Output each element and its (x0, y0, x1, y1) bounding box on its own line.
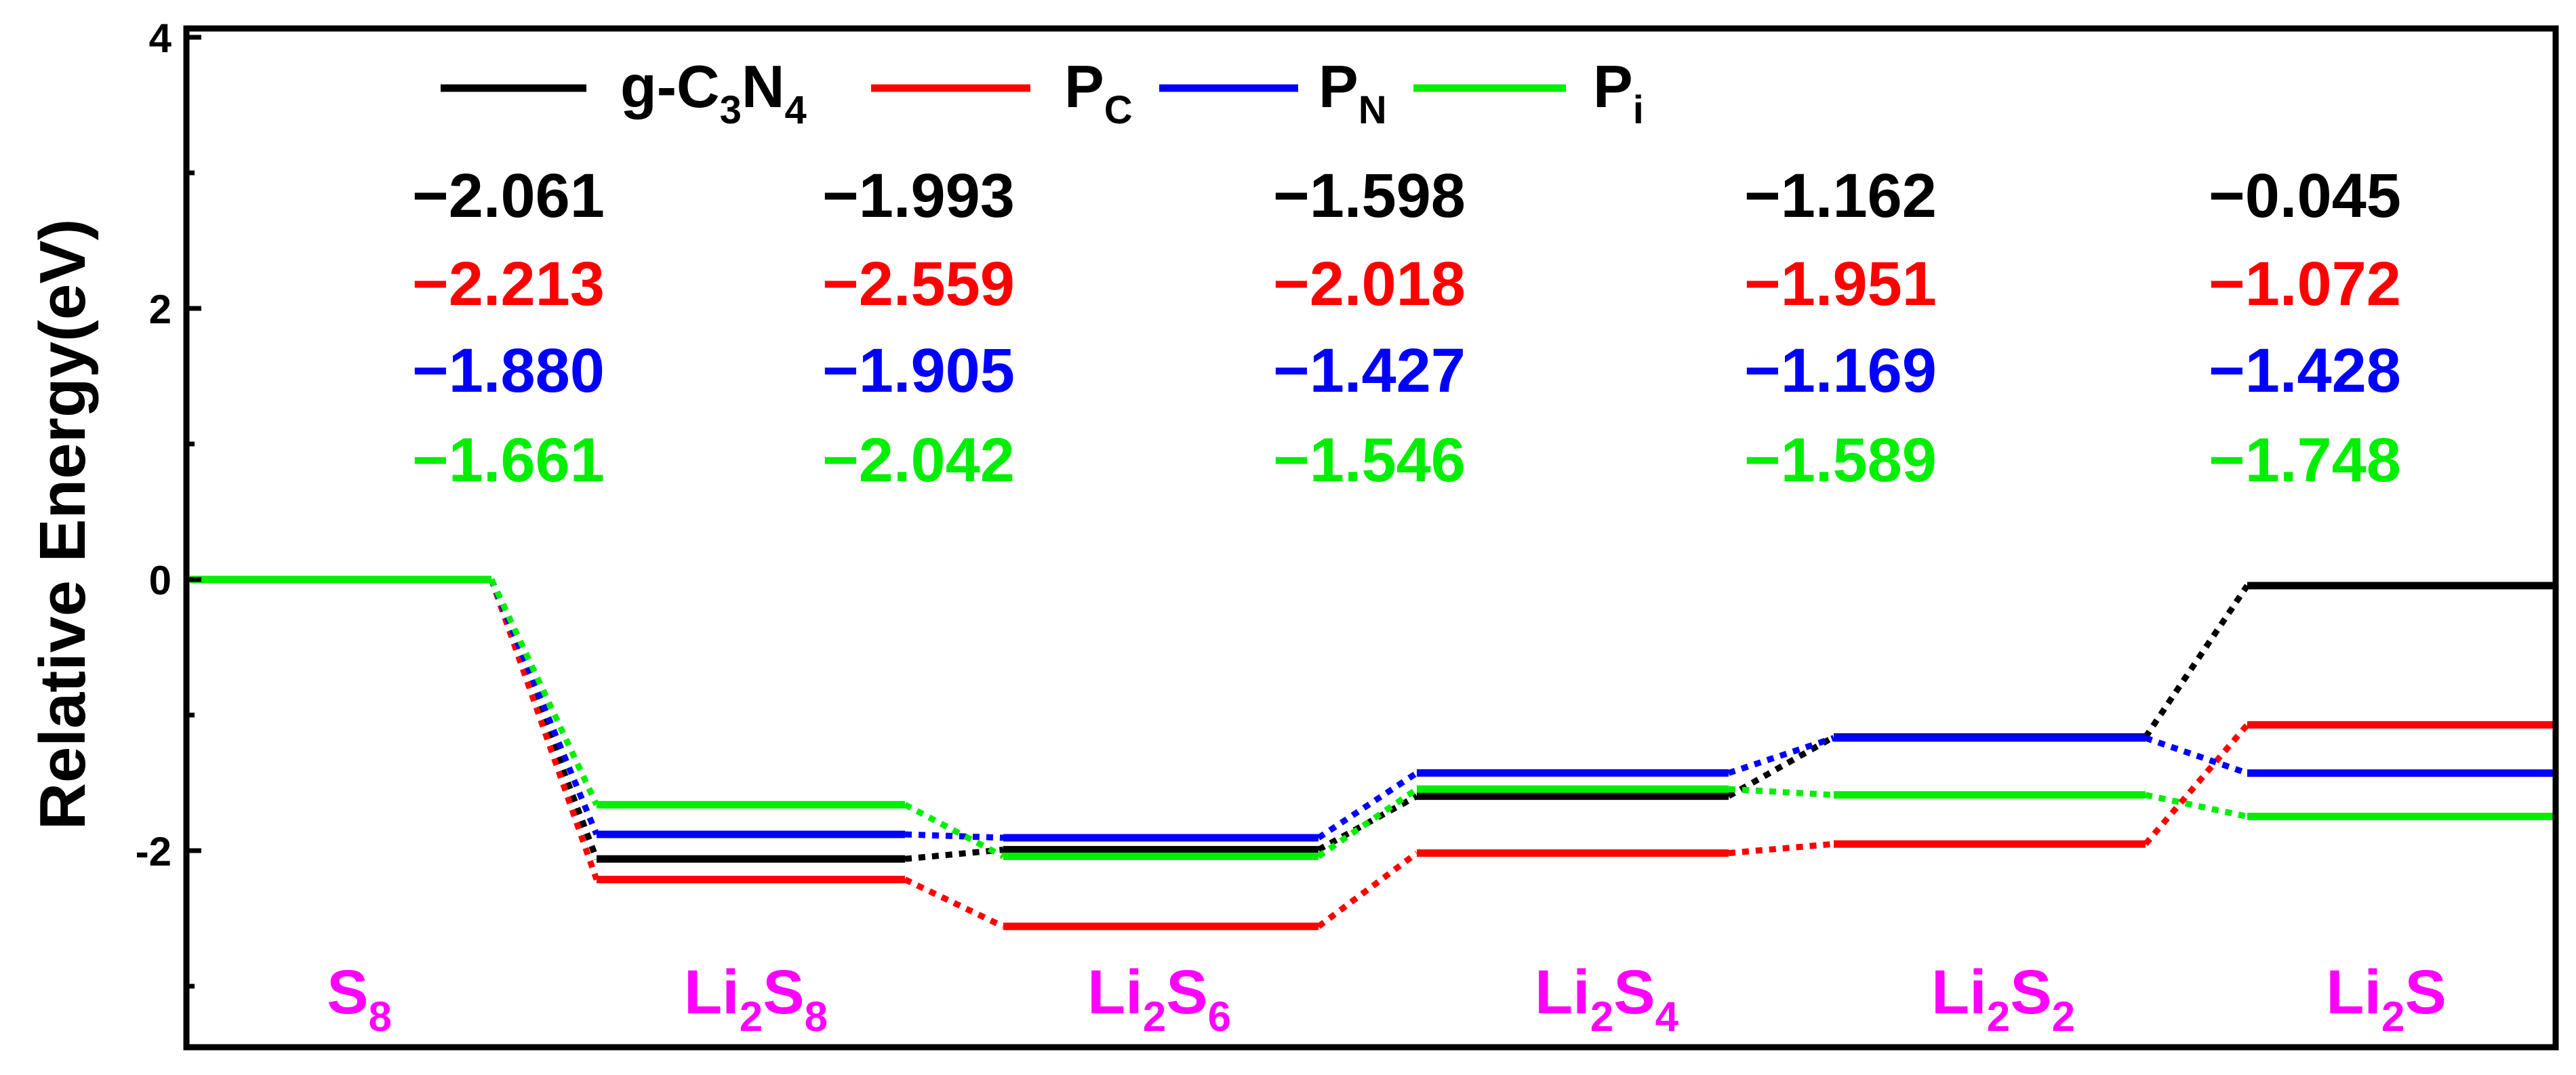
connector-PC-3 (1316, 850, 1419, 929)
connector-PC-1 (488, 578, 600, 881)
value-label-PC-4: −1.951 (1744, 249, 1937, 319)
value-label-g-C3N4-2: −1.993 (822, 161, 1015, 230)
energy-levels (190, 575, 2556, 931)
series-g-C3N4 (190, 575, 2556, 863)
legend-label: Pi (1593, 53, 1644, 132)
species-label-2: Li2S6 (1087, 958, 1231, 1040)
value-label-PN-4: −1.169 (1744, 336, 1937, 405)
connector-Pi-2 (903, 802, 1005, 859)
y-tick-label: 4 (149, 16, 172, 61)
y-axis-label: Relative Energy(eV) (26, 219, 99, 830)
value-label-PC-5: −1.072 (2209, 249, 2401, 319)
series-PN (190, 575, 2556, 842)
y-axis: -2 0 2 4 Relative Energy(eV) (26, 16, 201, 989)
connector-Pi-1 (488, 578, 600, 807)
species-label-5: Li2S (2326, 958, 2447, 1040)
value-label-PN-5: −1.428 (2209, 336, 2401, 405)
connector-g-C3N4-5 (2143, 584, 2250, 739)
species-label-4: Li2S2 (1931, 958, 2075, 1040)
connector-PN-5 (2144, 735, 2249, 776)
connector-Pi-3 (1316, 786, 1419, 859)
legend-item-PC: PC (871, 53, 1133, 132)
plot-border (183, 25, 2559, 1051)
legend-label: PC (1064, 53, 1133, 132)
connector-PC-2 (904, 876, 1005, 929)
y-tick-label: 2 (149, 287, 172, 332)
connector-g-C3N4-1 (488, 578, 600, 860)
series-Pi (190, 575, 2556, 860)
value-label-PC-3: −2.018 (1273, 249, 1466, 319)
legend-item-PN: PN (1159, 53, 1387, 132)
legend-label: g-C3N4 (620, 53, 807, 132)
connector-PC-4 (1728, 840, 1834, 857)
value-label-PC-2: −2.559 (822, 249, 1015, 319)
value-labels: −2.061 −1.993 −1.598 −1.162 −0.045 −2.213 −2.5… (412, 161, 2401, 495)
connector-PN-3 (1316, 770, 1419, 840)
legend-label: PN (1319, 53, 1387, 132)
value-label-Pi-5: −1.748 (2209, 426, 2401, 495)
value-label-PN-3: −1.427 (1273, 336, 1466, 405)
y-tick-label: -2 (136, 829, 172, 874)
value-label-Pi-1: −1.661 (412, 426, 605, 495)
value-label-PN-2: −1.905 (822, 336, 1015, 405)
legend-item-g-C3N4: g-C3N4 (441, 53, 807, 132)
value-label-g-C3N4-5: −0.045 (2209, 161, 2401, 230)
value-label-Pi-3: −1.546 (1273, 426, 1466, 495)
species-labels: S8 Li2S8 Li2S6 Li2S4 Li2S2 Li2S (327, 958, 2447, 1040)
value-label-g-C3N4-3: −1.598 (1273, 161, 1466, 230)
connector-PN-2 (904, 831, 1004, 841)
value-label-PC-1: −2.213 (412, 249, 605, 319)
connector-g-C3N4-4 (1727, 734, 1836, 799)
species-label-3: Li2S4 (1535, 958, 1679, 1040)
species-label-1: Li2S8 (684, 958, 828, 1040)
value-label-g-C3N4-4: −1.162 (1744, 161, 1937, 230)
plot-frame (183, 25, 2559, 1051)
legend-item-Pi: Pi (1413, 53, 1644, 132)
connector-Pi-4 (1728, 786, 1834, 798)
connector-Pi-5 (2145, 792, 2248, 820)
series-PC (190, 575, 2556, 931)
connector-PN-4 (1727, 735, 1835, 776)
y-tick-label: 0 (149, 558, 172, 603)
value-label-g-C3N4-1: −2.061 (412, 161, 605, 230)
legend: g-C3N4 PC PN Pi (441, 53, 1644, 132)
value-label-Pi-4: −1.589 (1744, 426, 1937, 495)
value-label-Pi-2: −2.042 (822, 426, 1015, 495)
connector-g-C3N4-2 (904, 847, 1004, 862)
value-label-PN-1: −1.880 (412, 336, 605, 405)
species-label-0: S8 (327, 958, 392, 1040)
